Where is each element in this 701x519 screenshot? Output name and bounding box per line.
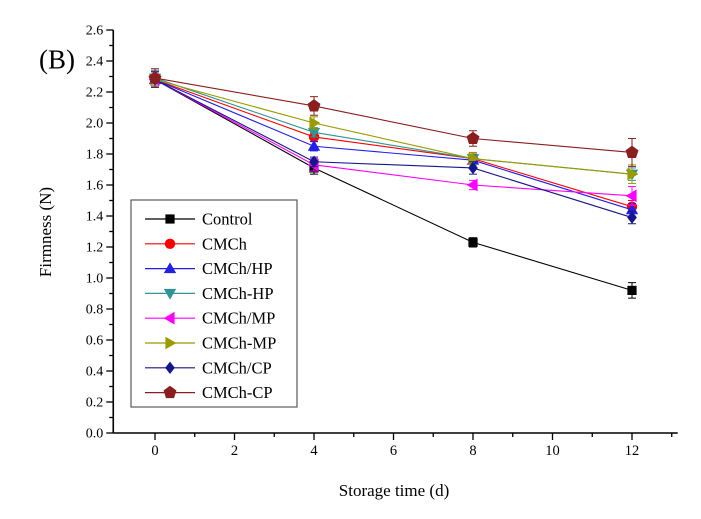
marker-triangle-down	[163, 288, 177, 300]
y-tick-label: 0.0	[86, 427, 104, 442]
x-tick-label: 10	[545, 443, 560, 459]
marker-square	[627, 285, 637, 295]
y-tick-label: 0.6	[86, 334, 104, 349]
y-tick-label: 2.6	[86, 24, 104, 39]
legend-item-CMCh-MP: CMCh/MP	[145, 309, 275, 328]
legend: Control CMCh CMCh/HP CMCh-HP CMCh/MP CMCh-MP C…	[130, 199, 298, 408]
series-line	[154, 79, 633, 291]
marker-diamond	[468, 161, 478, 175]
marker-pentagon	[466, 131, 480, 145]
x-tick-label: 8	[469, 443, 476, 459]
legend-item-CMCh-CP: CMCh/CP	[145, 358, 272, 377]
legend-item-CMCh: CMCh	[145, 234, 248, 253]
series-line	[154, 79, 633, 208]
x-axis-title: Storage time (d)	[338, 481, 450, 500]
series-CMCh-CP	[148, 68, 639, 167]
marker-pentagon	[307, 99, 321, 112]
series-line	[154, 79, 633, 197]
marker-triangle-up	[307, 140, 321, 151]
x-tick-label: 4	[310, 443, 318, 459]
y-tick-label: 0.4	[86, 365, 104, 380]
legend-item-CMCh-CP: CMCh-CP	[145, 383, 273, 402]
y-tick-label: 0.2	[86, 396, 104, 411]
legend-label: Control	[202, 210, 253, 229]
marker-triangle-right	[627, 167, 639, 181]
legend-label: CMCh-CP	[202, 383, 273, 402]
marker-square	[468, 237, 478, 247]
y-tick-label: 1.6	[86, 179, 104, 194]
marker-triangle-left	[625, 189, 637, 203]
series-line	[154, 79, 633, 175]
marker-diamond	[165, 361, 175, 374]
marker-diamond	[309, 155, 319, 168]
legend-label: CMCh-MP	[202, 334, 276, 353]
y-axis-title: Firmness (N)	[36, 186, 55, 278]
x-tick-label: 2	[231, 443, 238, 459]
series-line	[154, 79, 633, 211]
marker-triangle-right	[309, 116, 321, 130]
marker-triangle-right	[165, 336, 177, 350]
legend-item-Control: Control	[145, 210, 253, 229]
series-line	[154, 79, 633, 219]
legend-label: CMCh	[202, 234, 248, 253]
legend-item-CMCh-HP: CMCh/HP	[145, 259, 273, 278]
marker-triangle-up	[163, 262, 177, 274]
y-tick-label: 1.2	[86, 241, 104, 256]
y-tick-label: 1.8	[86, 148, 104, 163]
series-CMCh-HP	[148, 71, 639, 217]
legend-label: CMCh-HP	[202, 284, 274, 303]
marker-square	[165, 214, 175, 224]
series-CMCh-MP	[148, 71, 637, 206]
marker-triangle-left	[163, 311, 175, 325]
marker-pentagon	[625, 145, 639, 158]
axes: 0.0 0.2 0.4 0.6 0.8 1.0 1.2 1.4 1.6 1.8 2.0 2.2 2.4 2…	[86, 24, 678, 459]
x-tick-label: 6	[390, 443, 397, 459]
marker-circle	[164, 238, 176, 249]
panel-label: (B)	[39, 44, 75, 75]
marker-triangle-left	[466, 178, 478, 192]
series-CMCh-HP	[148, 69, 639, 181]
legend-item-CMCh-MP: CMCh-MP	[145, 334, 276, 353]
x-tick-label: 0	[151, 443, 158, 459]
y-tick-label: 1.0	[86, 272, 104, 287]
legend-item-CMCh-HP: CMCh-HP	[145, 284, 274, 303]
y-tick-label: 2.2	[86, 86, 104, 101]
marker-pentagon	[163, 385, 177, 399]
y-tick-label: 1.4	[86, 210, 104, 225]
y-tick-label: 0.8	[86, 303, 104, 318]
series-line	[154, 77, 633, 175]
series-CMCh-MP	[150, 71, 639, 184]
series-line	[154, 77, 633, 153]
legend-label: CMCh/HP	[202, 259, 273, 278]
marker-diamond	[627, 211, 637, 224]
y-tick-label: 2.4	[86, 55, 104, 70]
marker-pentagon	[148, 71, 162, 84]
legend-box	[130, 199, 298, 408]
x-tick-label: 12	[625, 443, 640, 459]
marker-triangle-down	[307, 127, 321, 139]
legend-label: CMCh/CP	[202, 358, 272, 377]
legend-label: CMCh/MP	[202, 309, 275, 328]
y-tick-label: 2.0	[86, 117, 104, 132]
